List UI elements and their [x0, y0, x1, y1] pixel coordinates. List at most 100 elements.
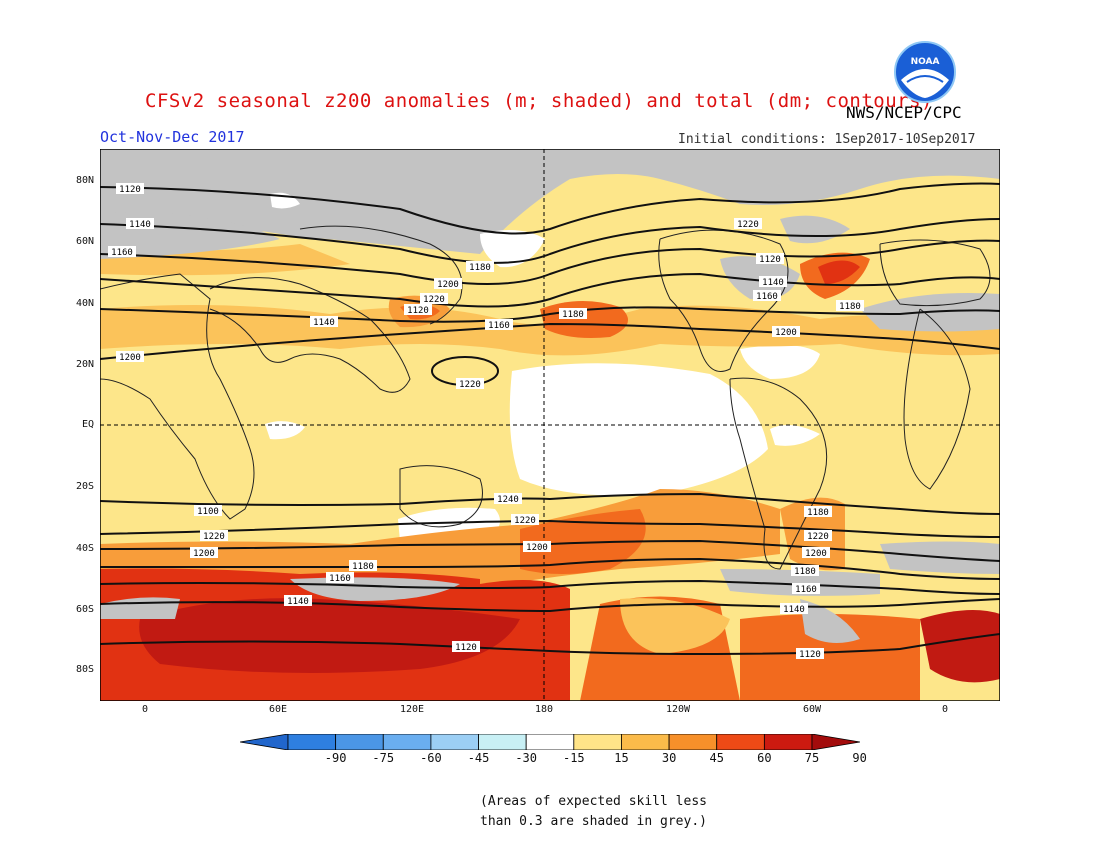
arctic-low-skill — [100, 149, 1000, 254]
footnote-line-2: than 0.3 are shaded in grey.) — [480, 814, 707, 829]
antarctic-peninsula-low-skill — [800, 599, 860, 643]
contour-1200-south — [100, 519, 1000, 538]
colorbar-segment — [716, 734, 765, 750]
contour-label: 1160 — [111, 248, 133, 258]
contour-label-bg — [434, 278, 462, 289]
contour-1120-north — [100, 182, 1000, 235]
contour-label-bg — [796, 648, 824, 659]
contour-label: 1240 — [497, 495, 519, 505]
contour-label-bg — [284, 595, 312, 606]
contour-label: 1220 — [423, 295, 445, 305]
contour-label: 1120 — [759, 255, 781, 265]
contour-label-bg — [116, 351, 144, 362]
colorbar-label: -45 — [467, 751, 490, 765]
contour-label: 1140 — [287, 597, 309, 607]
contour-label: 1180 — [562, 310, 584, 320]
lat-label: 40S — [75, 543, 94, 554]
colorbar-label: 75 — [804, 751, 820, 765]
contour-label-bg — [420, 293, 448, 304]
contour-label-bg — [780, 603, 808, 614]
north-atlantic-75 — [818, 260, 860, 284]
antarctic-90-west — [139, 598, 520, 673]
colorbar-segment — [287, 734, 337, 750]
contour-1180-north — [100, 272, 1000, 308]
contour-label: 1220 — [459, 380, 481, 390]
colorbar-arrow-left — [240, 734, 289, 750]
contour-label-bg — [116, 183, 144, 194]
colorbar-label: -60 — [420, 751, 442, 765]
colorbar-arrow-right — [811, 734, 860, 750]
contour-label: 1200 — [119, 353, 141, 363]
contour-label: 1180 — [839, 302, 861, 312]
season-label: Oct-Nov-Dec 2017 — [100, 128, 245, 146]
colorbar-segment — [478, 734, 527, 750]
contour-label-bg — [466, 261, 494, 272]
colorbar-segment — [335, 734, 384, 750]
contour-label-bg — [200, 530, 228, 541]
logo-text: NOAA — [911, 57, 940, 67]
colorbar-segment — [668, 734, 718, 750]
noaa-logo-icon: NOAA — [894, 41, 956, 103]
lat-label: 20S — [75, 481, 94, 492]
colorbar — [240, 734, 860, 750]
contour-1220-north — [100, 322, 1000, 360]
colorbar-label: -75 — [372, 751, 395, 765]
atlantic-neutral — [770, 425, 820, 446]
contour-label-bg — [791, 565, 819, 576]
footnote: (Areas of expected skill less than 0.3 a… — [480, 792, 707, 832]
contour-label-bg — [804, 530, 832, 541]
contour-label-bg — [511, 514, 539, 525]
contour-label-bg — [494, 493, 522, 504]
contour-label: 1200 — [805, 549, 827, 559]
lon-label: 120E — [399, 704, 425, 715]
lon-label: 60W — [802, 704, 822, 715]
lon-label: 0 — [141, 704, 149, 715]
anomaly-map: 1120 1140 1160 1180 1200 1220 1120 1140 1160 1180… — [100, 149, 1000, 701]
contour-label: 1200 — [437, 280, 459, 290]
initial-conditions-label: Initial conditions: 1Sep2017-10Sep2017 — [678, 132, 976, 147]
lat-label: 80N — [75, 175, 94, 186]
contour-label-bg — [126, 218, 154, 229]
contour-label: 1140 — [762, 278, 784, 288]
central-america-neutral — [740, 345, 820, 379]
antarctic-90-east — [920, 610, 1000, 683]
lat-label: EQ — [81, 419, 94, 430]
contour-label-bg — [753, 290, 781, 301]
contour-label: 1220 — [737, 220, 759, 230]
footnote-line-1: (Areas of expected skill less — [480, 794, 707, 809]
contour-label: 1200 — [775, 328, 797, 338]
contour-label-bg — [756, 253, 784, 264]
indian-ocean-neutral — [265, 421, 305, 440]
contour-label: 1160 — [795, 585, 817, 595]
colorbar-label: 30 — [661, 751, 677, 765]
coastlines — [100, 225, 991, 570]
contour-label-bg — [759, 276, 787, 287]
colorbar-label: -30 — [515, 751, 538, 765]
contour-label: 1120 — [455, 643, 477, 653]
south-pacific-60 — [520, 509, 646, 574]
colorbar-label: 60 — [757, 751, 772, 765]
contour-label: 1160 — [756, 292, 778, 302]
lon-label: 0 — [941, 704, 949, 715]
contour-label-bg — [456, 378, 484, 389]
contour-label-bg — [452, 641, 480, 652]
chart-title: CFSv2 seasonal z200 anomalies (m; shaded… — [145, 90, 933, 112]
contour-label-bg — [836, 300, 864, 311]
colorbar-label: -15 — [562, 751, 585, 765]
colorbar-segment — [430, 734, 479, 750]
contour-label-bg — [802, 547, 830, 558]
contour-label: 1180 — [794, 567, 816, 577]
lat-label: 20N — [75, 359, 94, 370]
contour-label: 1120 — [119, 185, 141, 195]
contour-1200-north — [100, 306, 1000, 323]
contour-label: 1220 — [807, 532, 829, 542]
contour-label: 1140 — [129, 220, 151, 230]
drake-passage-low-skill — [720, 569, 880, 596]
contour-label: 1200 — [193, 549, 215, 559]
contour-1160-north — [100, 239, 1000, 285]
contour-label-bg — [310, 316, 338, 327]
contour-label-bg — [190, 547, 218, 558]
lon-label: 180 — [534, 704, 554, 715]
contour-label: 1160 — [329, 574, 351, 584]
lat-label: 60N — [75, 236, 94, 247]
